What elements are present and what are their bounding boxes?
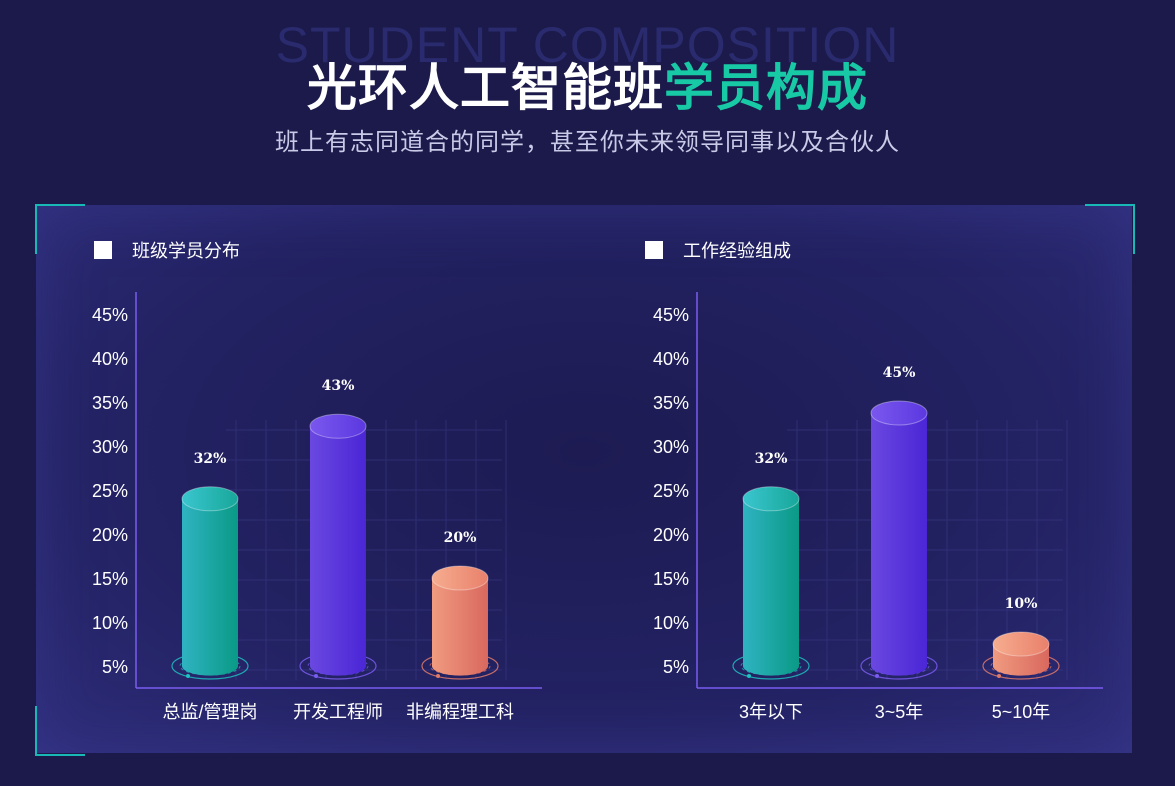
x-tick-label: 5~10年: [992, 702, 1051, 722]
bar-0: 32% 总监/管理岗: [162, 451, 257, 722]
bar-2: 20% 非编程理工科: [406, 530, 514, 722]
x-tick-label: 非编程理工科: [406, 702, 514, 722]
bar-value-label: 45%: [883, 365, 916, 381]
y-tick-label: 5%: [663, 657, 689, 677]
bar-1: 45% 3~5年: [860, 365, 938, 722]
bar-2: 10% 5~10年: [982, 596, 1060, 722]
y-tick-label: 20%: [92, 525, 128, 545]
bar-body: [182, 498, 238, 676]
bar-body: [432, 578, 488, 676]
bar-base-dot: [436, 674, 440, 678]
legend-square-icon: [94, 241, 112, 259]
bar-value-label: 20%: [444, 530, 477, 546]
bar-base-dot: [997, 674, 1001, 678]
page-title-highlight: 学员构成: [664, 60, 868, 116]
page-subtitle: 班上有志同道合的同学，甚至你未来领导同事以及合伙人: [275, 129, 900, 156]
bar-1: 43% 开发工程师: [293, 378, 383, 722]
bar-top-cap: [992, 631, 1050, 657]
y-tick-label: 10%: [92, 613, 128, 633]
chart-title-text: 工作经验组成: [683, 241, 791, 261]
bar-body: [743, 498, 799, 676]
y-tick-label: 45%: [92, 305, 128, 325]
x-tick-label: 3年以下: [739, 702, 803, 722]
corner-decoration-top-right: [1085, 204, 1135, 254]
chart-title-work-experience: 工作经验组成: [645, 237, 791, 263]
y-tick-label: 40%: [92, 349, 128, 369]
bar-top-cap: [181, 486, 239, 512]
bar-base-dot: [314, 674, 318, 678]
bar-value-label: 32%: [755, 451, 788, 467]
bar-body: [871, 413, 927, 676]
corner-decoration-bottom-left: [35, 706, 85, 756]
background-watermark-title: STUDENT COMPOSITION: [275, 17, 900, 73]
corner-decoration-top-left: [35, 204, 85, 254]
y-tick-label: 30%: [92, 437, 128, 457]
bar-base-dot: [875, 674, 879, 678]
bar-top-cap: [742, 486, 800, 512]
chart-class-distribution: 5% 10% 15% 20% 25% 30% 35% 40% 45% 32% 总监/管理岗 43% 开发…: [92, 292, 542, 722]
x-tick-label: 开发工程师: [293, 702, 383, 722]
chart-title-text: 班级学员分布: [132, 241, 240, 261]
bar-top-cap: [309, 413, 367, 439]
x-tick-label: 总监/管理岗: [162, 702, 257, 722]
y-tick-label: 30%: [653, 437, 689, 457]
y-tick-label: 40%: [653, 349, 689, 369]
bar-value-label: 32%: [194, 451, 227, 467]
y-tick-label: 25%: [92, 481, 128, 501]
chart-work-experience: 5% 10% 15% 20% 25% 30% 35% 40% 45% 32% 3年以下 45% 3~5年…: [653, 292, 1103, 722]
page-title: 光环人工智能班学员构成: [0, 48, 1175, 120]
bar-top-cap: [870, 400, 928, 426]
page-title-main: 光环人工智能班: [307, 60, 664, 116]
x-tick-label: 3~5年: [875, 702, 924, 722]
bar-body: [310, 426, 366, 676]
bar-base-dot: [186, 674, 190, 678]
legend-square-icon: [645, 241, 663, 259]
bar-base-dot: [747, 674, 751, 678]
y-tick-label: 35%: [92, 393, 128, 413]
y-tick-label: 35%: [653, 393, 689, 413]
y-tick-label: 25%: [653, 481, 689, 501]
y-tick-label: 15%: [92, 569, 128, 589]
y-tick-label: 45%: [653, 305, 689, 325]
chart-title-class-distribution: 班级学员分布: [94, 237, 240, 263]
bar-0: 32% 3年以下: [732, 451, 810, 722]
bar-value-label: 43%: [322, 378, 355, 394]
bar-value-label: 10%: [1005, 596, 1038, 612]
y-tick-label: 20%: [653, 525, 689, 545]
y-tick-label: 15%: [653, 569, 689, 589]
y-tick-label: 10%: [653, 613, 689, 633]
y-tick-label: 5%: [102, 657, 128, 677]
bar-top-cap: [431, 565, 489, 591]
